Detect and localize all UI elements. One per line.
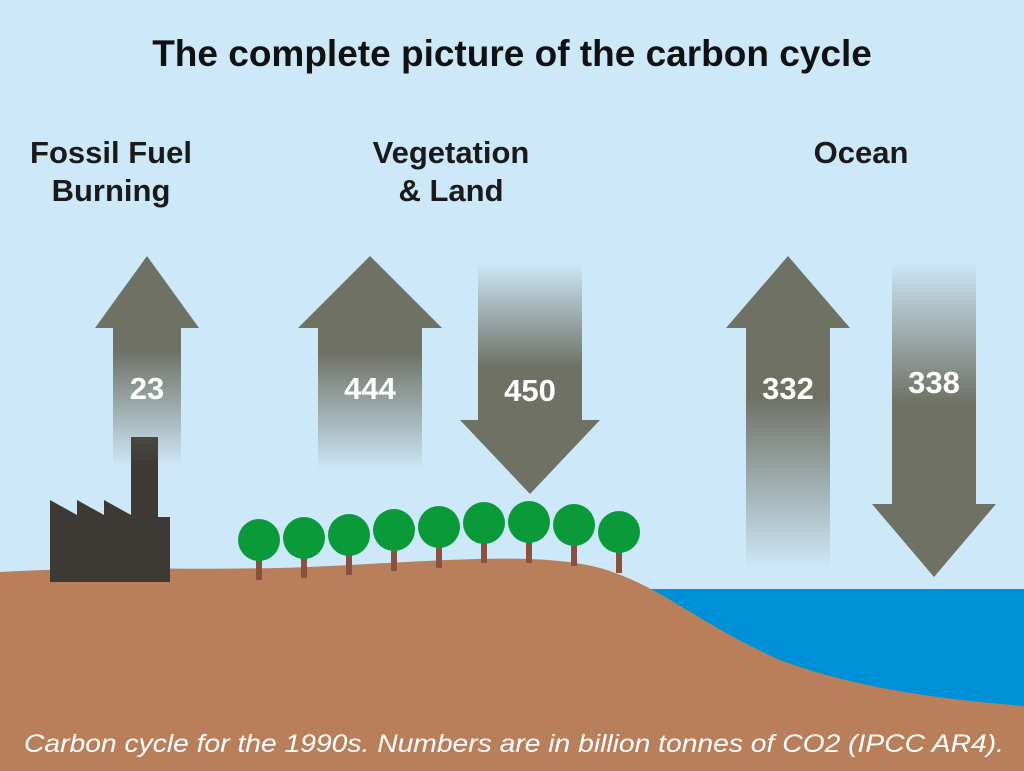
ocean-uptake-arrow [872,262,996,577]
fossil-emission-arrow [95,256,199,466]
ocean-down-value: 338 [908,365,960,400]
tree-icon [508,501,550,563]
vegetation-down-value: 450 [504,373,556,408]
tree-icon [598,511,640,573]
vegetation-heading-line1: Vegetation [373,135,530,170]
diagram-title: The complete picture of the carbon cycle [152,33,872,74]
tree-icon [328,514,370,575]
ocean-release-arrow [726,256,850,568]
land-ground [0,558,1024,771]
ocean-heading: Ocean [814,135,909,170]
caption: Carbon cycle for the 1990s. Numbers are … [24,730,1004,758]
tree-icon [238,519,280,580]
tree-icon [283,517,325,578]
tree-icon [373,509,415,571]
tree-icon [463,502,505,563]
fossil-up-value: 23 [130,371,164,406]
ocean-up-value: 332 [762,371,814,406]
vegetation-heading-line2: & Land [398,173,503,208]
fossil-heading-line1: Fossil Fuel [30,135,192,170]
tree-icon [553,504,595,566]
trees-group [238,501,640,580]
vegetation-uptake-arrow [460,263,600,494]
fossil-heading-line2: Burning [52,173,171,208]
vegetation-release-arrow [298,256,442,470]
vegetation-up-value: 444 [344,371,396,406]
tree-icon [418,506,460,568]
